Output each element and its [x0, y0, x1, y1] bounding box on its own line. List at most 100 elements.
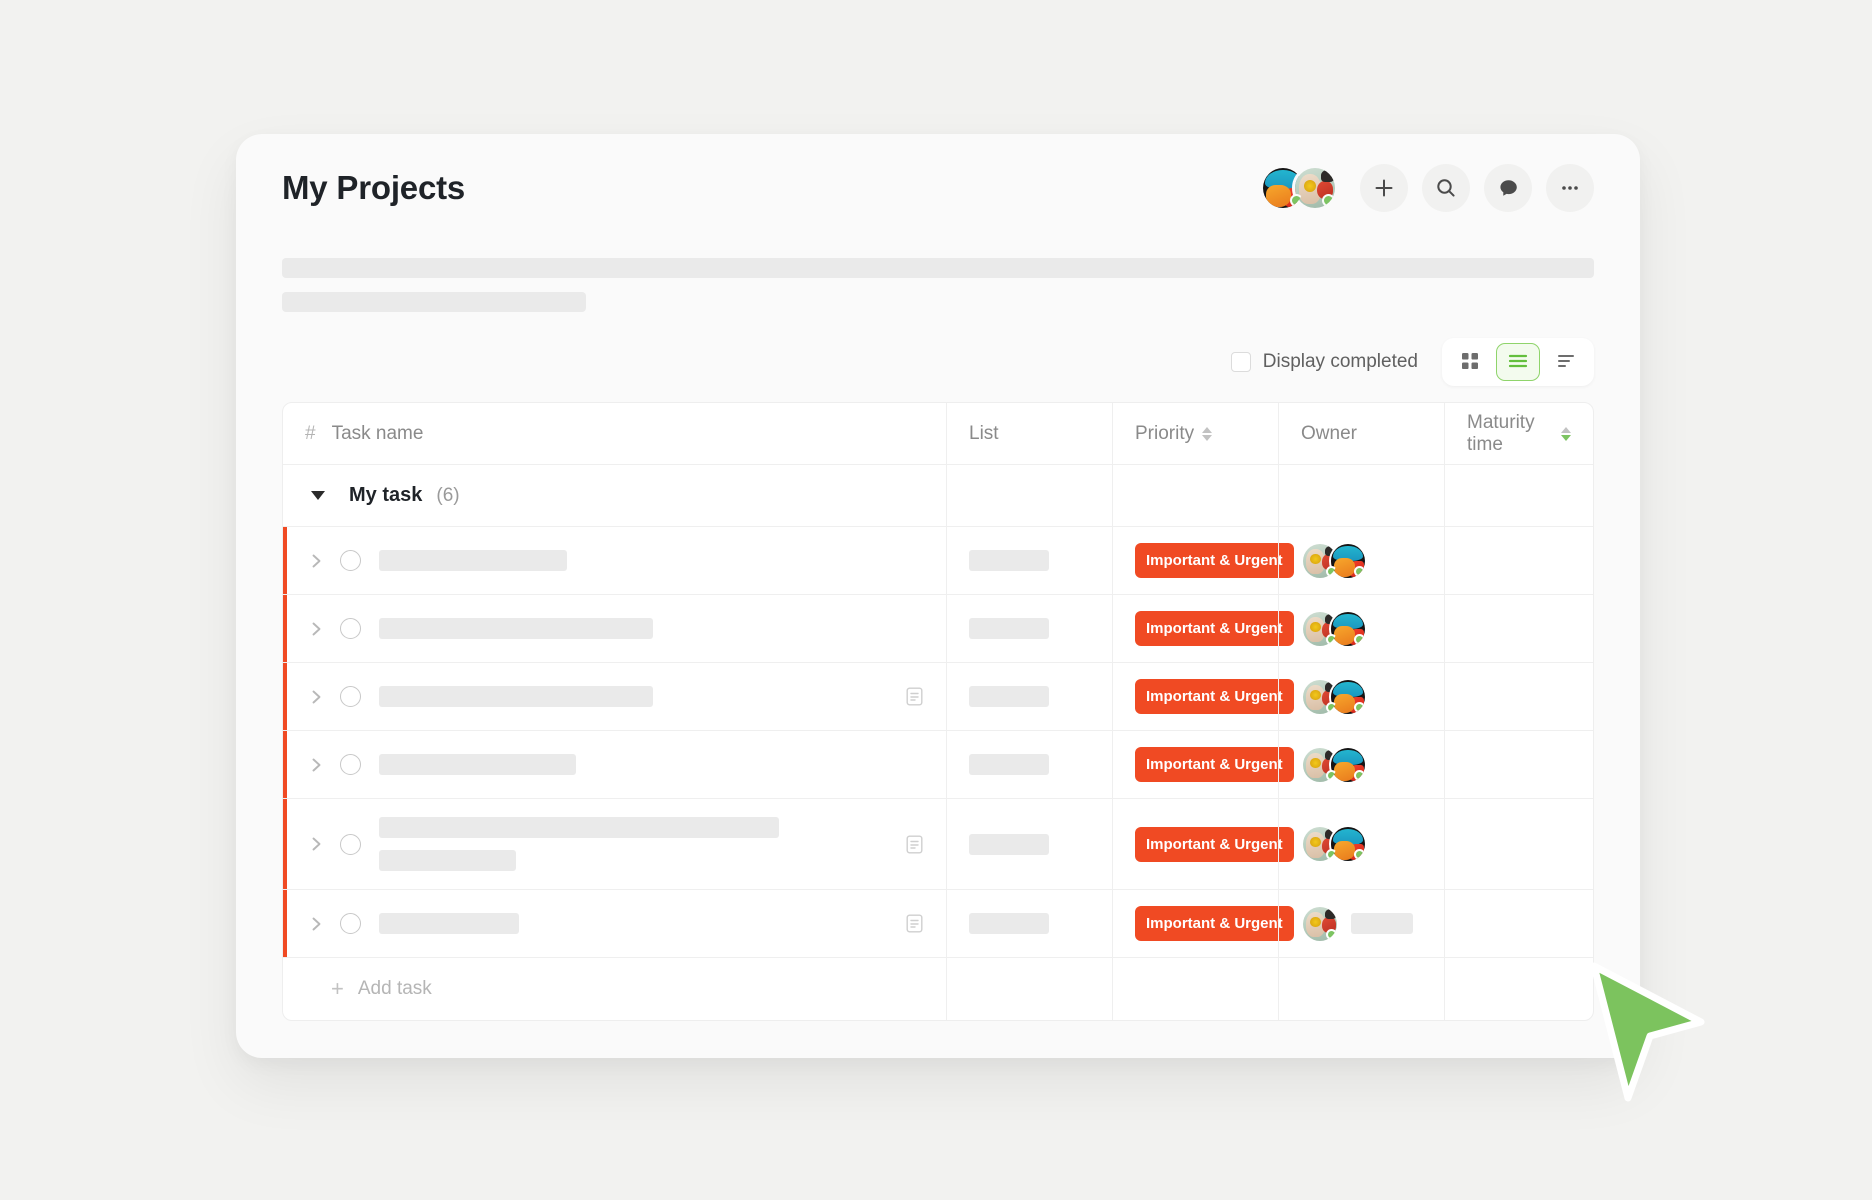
- board-view-button[interactable]: [1448, 343, 1492, 381]
- cell-owner[interactable]: [1278, 890, 1444, 957]
- cell-owner[interactable]: [1278, 595, 1444, 662]
- cell-priority[interactable]: Important & Urgent: [1112, 663, 1294, 730]
- cell-maturity-time[interactable]: [1444, 799, 1593, 889]
- cell-task-name[interactable]: [283, 731, 946, 798]
- search-button[interactable]: [1422, 164, 1470, 212]
- add-task-row[interactable]: + Add task: [283, 958, 1593, 1020]
- cell-list[interactable]: [946, 799, 1112, 889]
- owner-avatar-group[interactable]: [1301, 609, 1367, 648]
- cell-task-name[interactable]: [283, 663, 946, 730]
- table-row[interactable]: Important & Urgent: [283, 799, 1593, 890]
- add-button[interactable]: [1360, 164, 1408, 212]
- cell-owner[interactable]: [1278, 663, 1444, 730]
- sort-arrows-icon[interactable]: [1202, 426, 1213, 441]
- table-row[interactable]: Important & Urgent: [283, 595, 1593, 663]
- chevron-right-icon[interactable]: [310, 916, 332, 932]
- note-icon[interactable]: [906, 835, 928, 854]
- task-group-row[interactable]: My task (6): [283, 465, 1593, 527]
- column-header-maturity-time[interactable]: Maturity time: [1444, 403, 1593, 464]
- avatar-photo[interactable]: [1292, 165, 1338, 211]
- table-row[interactable]: Important & Urgent: [283, 663, 1593, 731]
- cell-maturity-time[interactable]: [1444, 663, 1593, 730]
- task-complete-checkbox[interactable]: [340, 618, 361, 639]
- display-completed-label: Display completed: [1262, 351, 1418, 372]
- owner-avatar-group[interactable]: [1301, 677, 1367, 716]
- column-header-owner[interactable]: Owner: [1278, 403, 1444, 464]
- add-task-button[interactable]: + Add task: [305, 978, 432, 1000]
- display-completed-checkbox[interactable]: [1230, 352, 1251, 372]
- owner-avatar-group[interactable]: [1301, 745, 1367, 784]
- priority-badge[interactable]: Important & Urgent: [1135, 906, 1294, 941]
- task-complete-checkbox[interactable]: [340, 833, 361, 855]
- list-view-button[interactable]: [1496, 343, 1540, 381]
- chevron-down-icon[interactable]: [311, 491, 325, 500]
- cell-owner[interactable]: [1278, 527, 1444, 594]
- header-avatar-group[interactable]: [1260, 165, 1338, 211]
- cell-owner[interactable]: [1278, 731, 1444, 798]
- cell-list[interactable]: [946, 527, 1112, 594]
- owner-avatar[interactable]: [1301, 904, 1339, 943]
- priority-badge[interactable]: Important & Urgent: [1135, 611, 1294, 646]
- cell-maturity-time[interactable]: [1444, 890, 1593, 957]
- cell-maturity-time[interactable]: [1444, 731, 1593, 798]
- list-value-placeholder: [969, 913, 1049, 934]
- cell-maturity-time[interactable]: [1444, 527, 1593, 594]
- column-header-priority[interactable]: Priority: [1112, 403, 1278, 464]
- chevron-right-icon[interactable]: [310, 757, 332, 773]
- cell-task-name[interactable]: [283, 799, 946, 889]
- row-accent-bar: [283, 890, 287, 957]
- cell-list[interactable]: [946, 890, 1112, 957]
- cell-list[interactable]: [946, 663, 1112, 730]
- display-completed-toggle[interactable]: Display completed: [1230, 351, 1418, 373]
- table-row[interactable]: Important & Urgent: [283, 731, 1593, 799]
- task-name-content: [379, 736, 928, 793]
- owner-avatar-group[interactable]: [1301, 825, 1367, 863]
- note-icon[interactable]: [906, 914, 928, 933]
- task-complete-checkbox[interactable]: [340, 686, 361, 707]
- column-header-list[interactable]: List: [946, 403, 1112, 464]
- chevron-right-icon[interactable]: [310, 621, 332, 637]
- cell-priority[interactable]: Important & Urgent: [1112, 890, 1294, 957]
- task-complete-checkbox[interactable]: [340, 913, 361, 934]
- table-row[interactable]: Important & Urgent: [283, 527, 1593, 595]
- task-name-content: [379, 668, 892, 725]
- cell-priority[interactable]: Important & Urgent: [1112, 595, 1294, 662]
- cell-list[interactable]: [946, 595, 1112, 662]
- header-actions: [1260, 164, 1594, 212]
- owner-name-placeholder: [1351, 913, 1413, 934]
- chevron-right-icon[interactable]: [310, 836, 332, 852]
- cell-task-name[interactable]: [283, 595, 946, 662]
- chevron-right-icon[interactable]: [310, 553, 332, 569]
- sort-arrows-desc-icon[interactable]: [1561, 426, 1571, 441]
- owner-avatar-group[interactable]: [1301, 904, 1339, 943]
- priority-badge[interactable]: Important & Urgent: [1135, 543, 1294, 578]
- cell-task-name[interactable]: [283, 890, 946, 957]
- task-complete-checkbox[interactable]: [340, 754, 361, 775]
- task-group-header[interactable]: My task (6): [283, 465, 946, 526]
- add-task-cell[interactable]: + Add task: [283, 958, 946, 1020]
- priority-badge[interactable]: Important & Urgent: [1135, 826, 1294, 862]
- note-icon[interactable]: [906, 687, 928, 706]
- task-complete-checkbox[interactable]: [340, 550, 361, 571]
- more-button[interactable]: [1546, 164, 1594, 212]
- table-row[interactable]: Important & Urgent: [283, 890, 1593, 958]
- cell-priority[interactable]: Important & Urgent: [1112, 527, 1294, 594]
- cell-task-name[interactable]: [283, 527, 946, 594]
- owner-avatar[interactable]: [1329, 541, 1367, 580]
- sort-view-button[interactable]: [1544, 343, 1588, 381]
- cell-maturity-time[interactable]: [1444, 595, 1593, 662]
- cell-list[interactable]: [946, 731, 1112, 798]
- chevron-right-icon[interactable]: [310, 689, 332, 705]
- priority-badge[interactable]: Important & Urgent: [1135, 747, 1294, 782]
- cell-priority[interactable]: Important & Urgent: [1112, 731, 1294, 798]
- comments-button[interactable]: [1484, 164, 1532, 212]
- cell-priority[interactable]: Important & Urgent: [1112, 799, 1294, 889]
- owner-avatar[interactable]: [1329, 609, 1367, 648]
- cell-owner[interactable]: [1278, 799, 1444, 889]
- priority-badge[interactable]: Important & Urgent: [1135, 679, 1294, 714]
- avatar-anime[interactable]: [1260, 165, 1306, 211]
- owner-avatar-group[interactable]: [1301, 541, 1367, 580]
- grid-view-icon: [1460, 351, 1480, 374]
- column-header-task-name[interactable]: # Task name: [283, 403, 946, 464]
- add-task-owner-cell: [1278, 958, 1444, 1020]
